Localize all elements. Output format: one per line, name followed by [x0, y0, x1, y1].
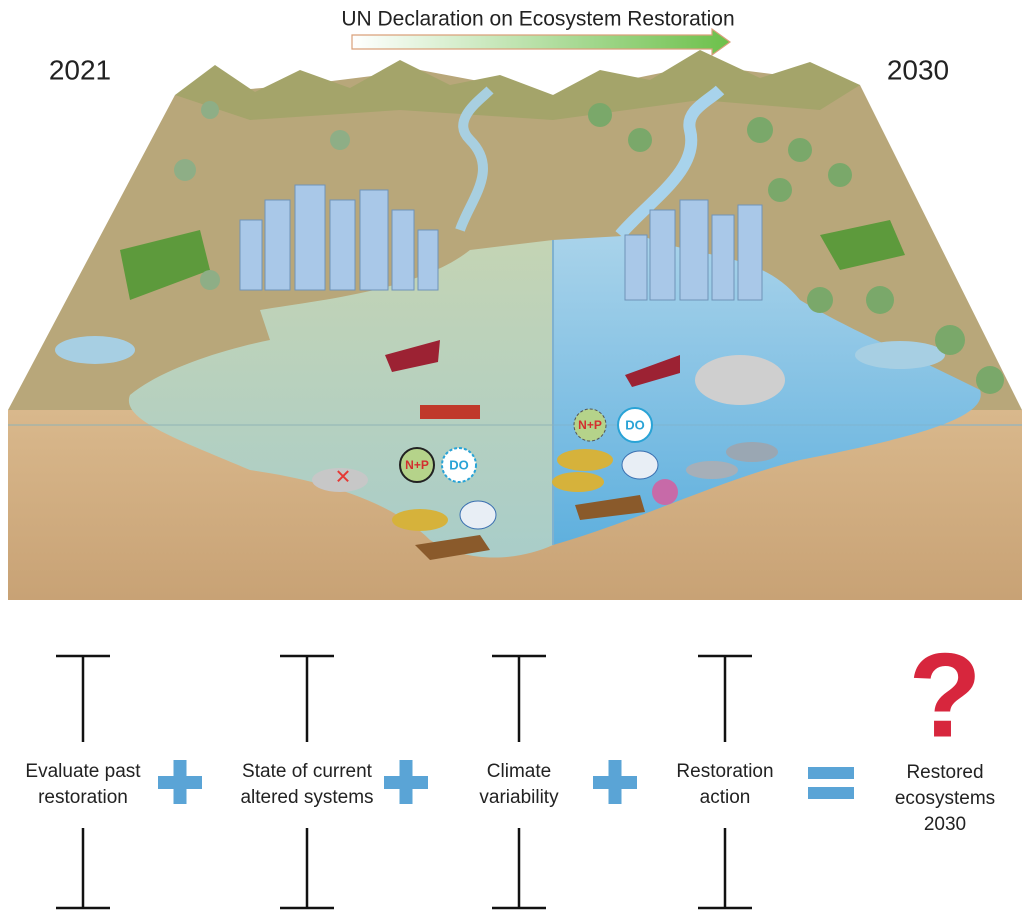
equals [808, 767, 854, 779]
plus [609, 760, 622, 804]
fish [726, 442, 778, 462]
start-year: 2021 [49, 54, 111, 85]
fish [552, 472, 604, 492]
term-label: Climate [487, 761, 551, 782]
equals [808, 787, 854, 799]
term-label: Evaluate past [25, 761, 141, 782]
fish [686, 461, 738, 479]
fish [460, 501, 496, 529]
fish [557, 449, 613, 471]
wetland [55, 336, 135, 364]
term-label: variability [479, 787, 559, 808]
term-label: altered systems [240, 787, 373, 808]
oxygen-label: DO [449, 457, 469, 472]
term-label: restoration [38, 787, 128, 808]
cross-mark: ✕ [335, 466, 352, 488]
landscape: ✕ N+P DO N+P DO [8, 50, 1022, 600]
result-label: Restored [906, 762, 983, 783]
coral [652, 479, 678, 505]
timeline-arrow [352, 29, 730, 55]
wetland [855, 341, 945, 369]
question-mark: ? [908, 629, 981, 763]
oil-rig [420, 405, 480, 419]
fish [622, 451, 658, 479]
figure: UN Declaration on Ecosystem Restoration … [0, 0, 1024, 911]
term-label: State of current [242, 761, 373, 782]
result-label: ecosystems [895, 788, 995, 809]
result-label: 2030 [924, 814, 966, 835]
plus [174, 760, 187, 804]
plus [400, 760, 413, 804]
oxygen-label: DO [625, 417, 645, 432]
fish [392, 509, 448, 531]
end-year: 2030 [887, 54, 949, 85]
page: UN Declaration on Ecosystem Restoration … [0, 0, 1024, 911]
term-label: action [700, 787, 751, 808]
reef-2030 [695, 355, 785, 405]
equation: Evaluate past restoration State of current… [25, 656, 995, 908]
title: UN Declaration on Ecosystem Restoration [341, 8, 734, 31]
term-label: Restoration [676, 761, 773, 782]
nutrient-label: N+P [405, 458, 429, 472]
nutrient-label: N+P [578, 418, 602, 432]
